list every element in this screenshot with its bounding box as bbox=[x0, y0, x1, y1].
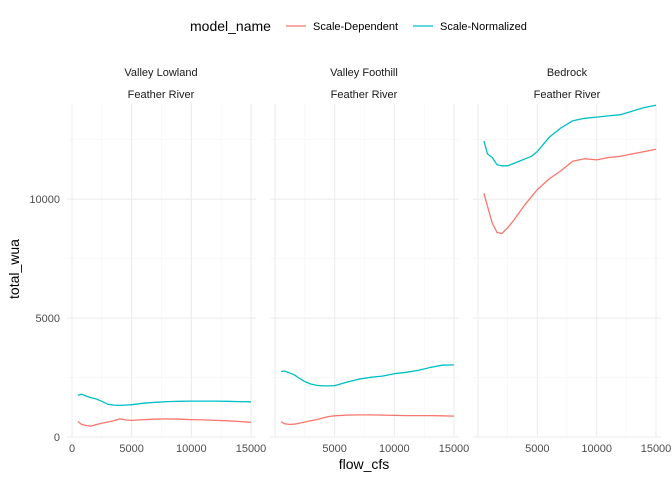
x-tick-label: 10000 bbox=[581, 443, 612, 455]
y-axis-ticks: 0 5000 10000 bbox=[29, 194, 60, 444]
panel-valley-lowland: 0 5000 10000 15000 bbox=[67, 104, 266, 455]
x-tick-label: 10000 bbox=[176, 443, 207, 455]
strip-label-panel2-line1: Valley Foothill bbox=[330, 67, 398, 79]
series-line-scale-normalized bbox=[483, 104, 657, 167]
panel-valley-foothill: 5000 10000 15000 bbox=[270, 104, 469, 455]
x-tick-label: 5000 bbox=[322, 443, 346, 455]
x-tick-label: 15000 bbox=[641, 443, 672, 455]
series-line-scale-normalized bbox=[77, 393, 252, 407]
x-tick-label: 0 bbox=[69, 443, 75, 455]
strip-label-panel2-line2: Feather River bbox=[331, 89, 398, 101]
strip-label-panel3-line2: Feather River bbox=[534, 89, 601, 101]
x-tick-label: 15000 bbox=[439, 443, 470, 455]
strip-label-panel1-line1: Valley Lowland bbox=[124, 67, 197, 79]
legend-title: model_name bbox=[190, 18, 271, 34]
series-line-scale-normalized bbox=[280, 364, 455, 387]
x-tick-label: 5000 bbox=[119, 443, 143, 455]
y-tick-label: 10000 bbox=[29, 194, 60, 206]
x-tick-label: 15000 bbox=[236, 443, 267, 455]
strip-label-panel1-line2: Feather River bbox=[128, 89, 195, 101]
x-tick-label: 5000 bbox=[525, 443, 549, 455]
strip-label-panel3-line1: Bedrock bbox=[547, 67, 588, 79]
legend-label-scale-normalized: Scale-Normalized bbox=[440, 21, 527, 33]
y-tick-label: 0 bbox=[54, 432, 60, 444]
y-tick-label: 5000 bbox=[36, 313, 60, 325]
panel-bedrock: 5000 10000 15000 bbox=[473, 104, 671, 455]
series-line-scale-dependent bbox=[77, 418, 252, 427]
series-line-scale-dependent bbox=[280, 414, 455, 426]
y-axis-title: total_wua bbox=[6, 239, 22, 299]
x-axis-title: flow_cfs bbox=[339, 456, 390, 472]
legend: model_name Scale-Dependent Scale-Normali… bbox=[190, 18, 527, 34]
series-line-scale-dependent bbox=[483, 148, 657, 235]
x-tick-label: 10000 bbox=[379, 443, 410, 455]
legend-label-scale-dependent: Scale-Dependent bbox=[313, 21, 398, 33]
